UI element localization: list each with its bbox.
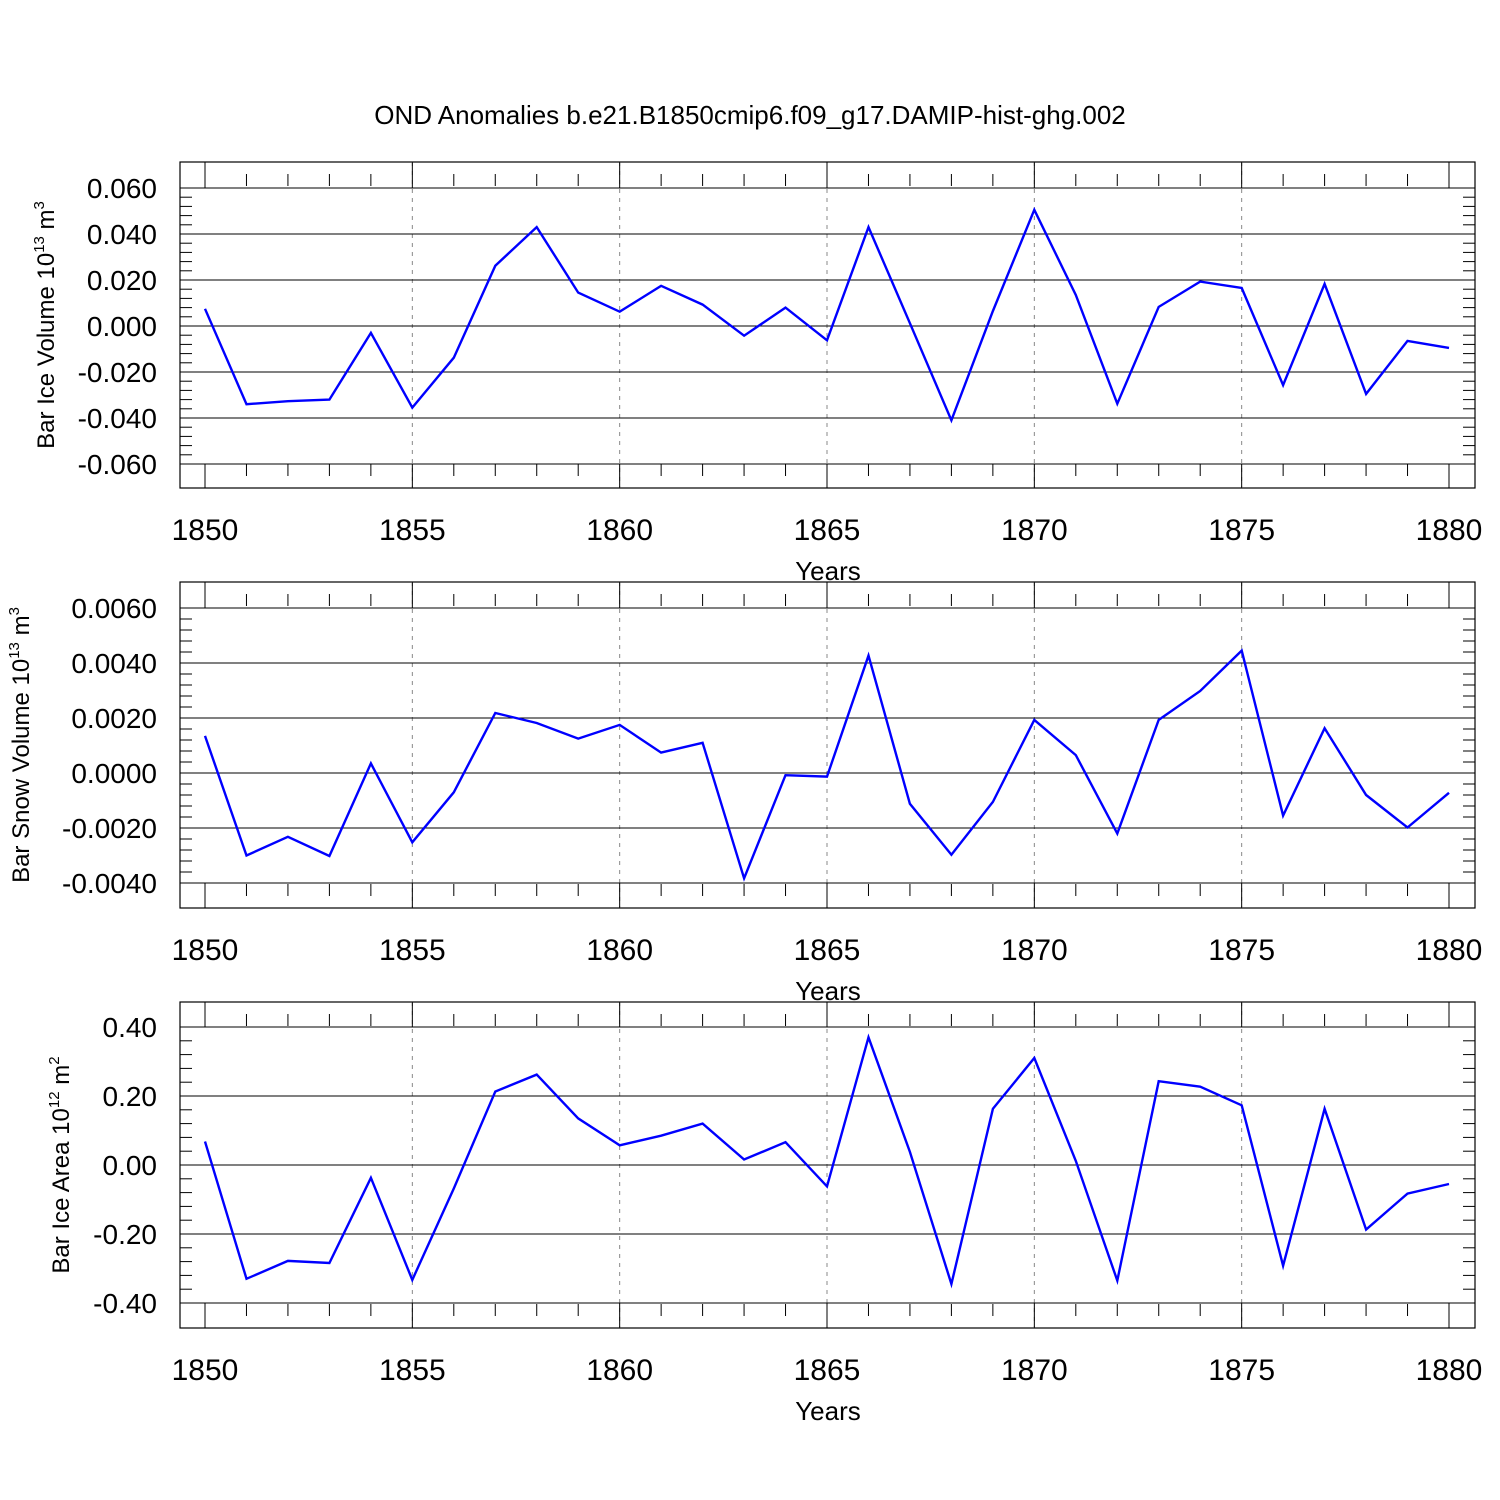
y-axis-label-name: Bar Ice Area [48, 1135, 75, 1274]
x-axis-label: Years [795, 976, 861, 1006]
x-tick-label: 1850 [172, 1354, 239, 1387]
y-tick-label: -0.060 [78, 449, 157, 480]
x-tick-label: 1855 [379, 1354, 446, 1387]
x-tick-label: 1860 [586, 934, 653, 967]
x-tick-label: 1865 [794, 934, 861, 967]
x-tick-label: 1855 [379, 514, 446, 547]
x-tick-label: 1860 [586, 1354, 653, 1387]
x-tick-label: 1880 [1416, 934, 1483, 967]
chart-title: OND Anomalies b.e21.B1850cmip6.f09_g17.D… [374, 100, 1126, 130]
y-tick-label: 0.20 [103, 1081, 158, 1112]
y-axis-label: Bar Ice Area 1012 m2 [46, 1056, 75, 1273]
y-tick-label: -0.40 [93, 1288, 157, 1319]
y-axis-label: Bar Ice Volume 1013 m3 [31, 201, 60, 449]
x-tick-label: 1870 [1001, 1354, 1068, 1387]
y-axis-label-unit: m [48, 1065, 75, 1092]
y-axis-label-unit-exponent: 2 [46, 1056, 63, 1064]
x-tick-label: 1875 [1208, 934, 1275, 967]
y-tick-label: -0.0020 [62, 813, 157, 844]
y-tick-label: -0.20 [93, 1219, 157, 1250]
y-axis-label-unit: m [8, 615, 35, 642]
x-axis-label: Years [795, 556, 861, 586]
series-line [203, 206, 1450, 424]
y-tick-label: 0.0060 [71, 593, 157, 624]
y-tick-label: -0.020 [78, 357, 157, 388]
x-tick-label: 1875 [1208, 1354, 1275, 1387]
x-axis-label: Years [795, 1396, 861, 1426]
y-axis-label-unit-exponent: 3 [6, 607, 23, 615]
x-tick-label: 1880 [1416, 1354, 1483, 1387]
y-axis-label-exponent: 13 [6, 642, 23, 659]
y-axis-label-unit: m [33, 209, 60, 236]
x-tick-label: 1875 [1208, 514, 1275, 547]
y-axis-label-base: 10 [33, 253, 60, 280]
x-tick-label: 1850 [172, 514, 239, 547]
y-tick-label: 0.00 [103, 1150, 158, 1181]
x-tick-label: 1865 [794, 1354, 861, 1387]
y-tick-label: 0.000 [87, 311, 157, 342]
x-tick-label: 1870 [1001, 934, 1068, 967]
y-axis-label-exponent: 12 [46, 1091, 63, 1108]
y-tick-label: 0.040 [87, 219, 157, 250]
panels: -0.060 -0.040 -0.020 0.000 0.020 0.040 0.060 18… [6, 161, 1483, 1426]
x-tick-label: 1860 [586, 514, 653, 547]
panel-1: -0.060 -0.040 -0.020 0.000 0.020 0.040 0.060 18… [31, 161, 1483, 586]
y-tick-label: 0.0040 [71, 648, 157, 679]
y-tick-label: -0.040 [78, 403, 157, 434]
y-tick-label: 0.060 [87, 173, 157, 204]
y-axis-label: Bar Snow Volume 1013 m3 [6, 607, 35, 883]
y-tick-label: 0.40 [103, 1012, 158, 1043]
y-axis-label-base: 10 [48, 1108, 75, 1135]
x-tick-label: 1855 [379, 934, 446, 967]
panel-2: -0.0040 -0.0020 0.0000 0.0020 0.0040 0.0060 18… [6, 581, 1483, 1006]
y-axis-label-name: Bar Snow Volume [8, 685, 35, 882]
series-line [203, 648, 1450, 882]
y-axis-label-exponent: 13 [31, 236, 48, 253]
x-tick-label: 1870 [1001, 514, 1068, 547]
y-tick-label: 0.0000 [71, 758, 157, 789]
panel-3: -0.40 -0.20 0.00 0.20 0.40 1850 1855 1860 1865 18… [46, 1001, 1483, 1426]
x-tick-label: 1850 [172, 934, 239, 967]
series-line [203, 1033, 1450, 1289]
y-tick-label: -0.0040 [62, 868, 157, 899]
y-axis-label-base: 10 [8, 659, 35, 686]
y-axis-label-name: Bar Ice Volume [33, 279, 60, 448]
y-axis-label-unit-exponent: 3 [31, 201, 48, 209]
x-tick-label: 1880 [1416, 514, 1483, 547]
x-tick-label: 1865 [794, 514, 861, 547]
y-tick-label: 0.020 [87, 265, 157, 296]
y-tick-label: 0.0020 [71, 703, 157, 734]
